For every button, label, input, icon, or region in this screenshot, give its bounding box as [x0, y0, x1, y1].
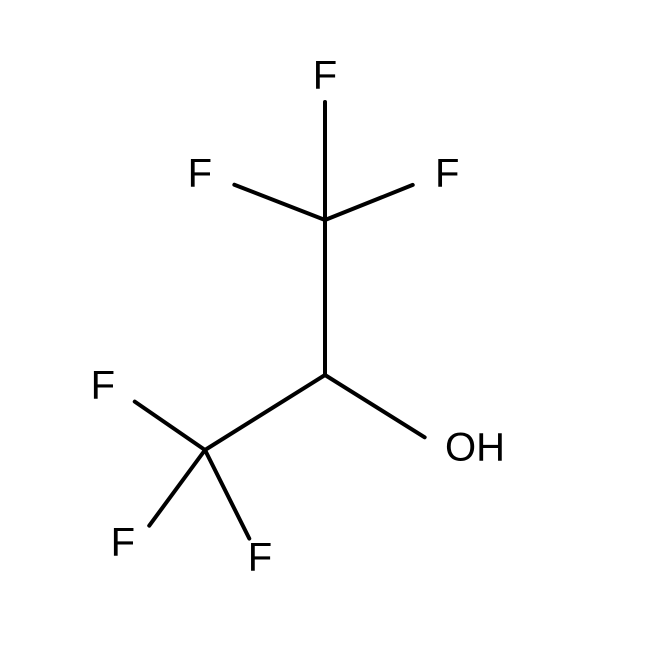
atom-label-F3a: F [91, 364, 115, 408]
atom-label-F1a: F [313, 54, 337, 98]
atom-label-F3c: F [248, 536, 272, 580]
bond [135, 402, 205, 450]
bond [325, 375, 425, 437]
bonds-group [135, 102, 425, 539]
bond [234, 185, 325, 220]
bond [325, 185, 413, 220]
bond [205, 375, 325, 450]
labels-group: OH F F F F F F [91, 54, 505, 580]
bond [149, 450, 205, 526]
atom-label-F1c: F [435, 152, 459, 196]
atom-label-OH: OH [445, 426, 505, 470]
atom-label-F1b: F [188, 152, 212, 196]
atom-label-F3b: F [111, 521, 135, 565]
molecule-diagram: OH F F F F F F [0, 0, 650, 650]
bond [205, 450, 249, 539]
